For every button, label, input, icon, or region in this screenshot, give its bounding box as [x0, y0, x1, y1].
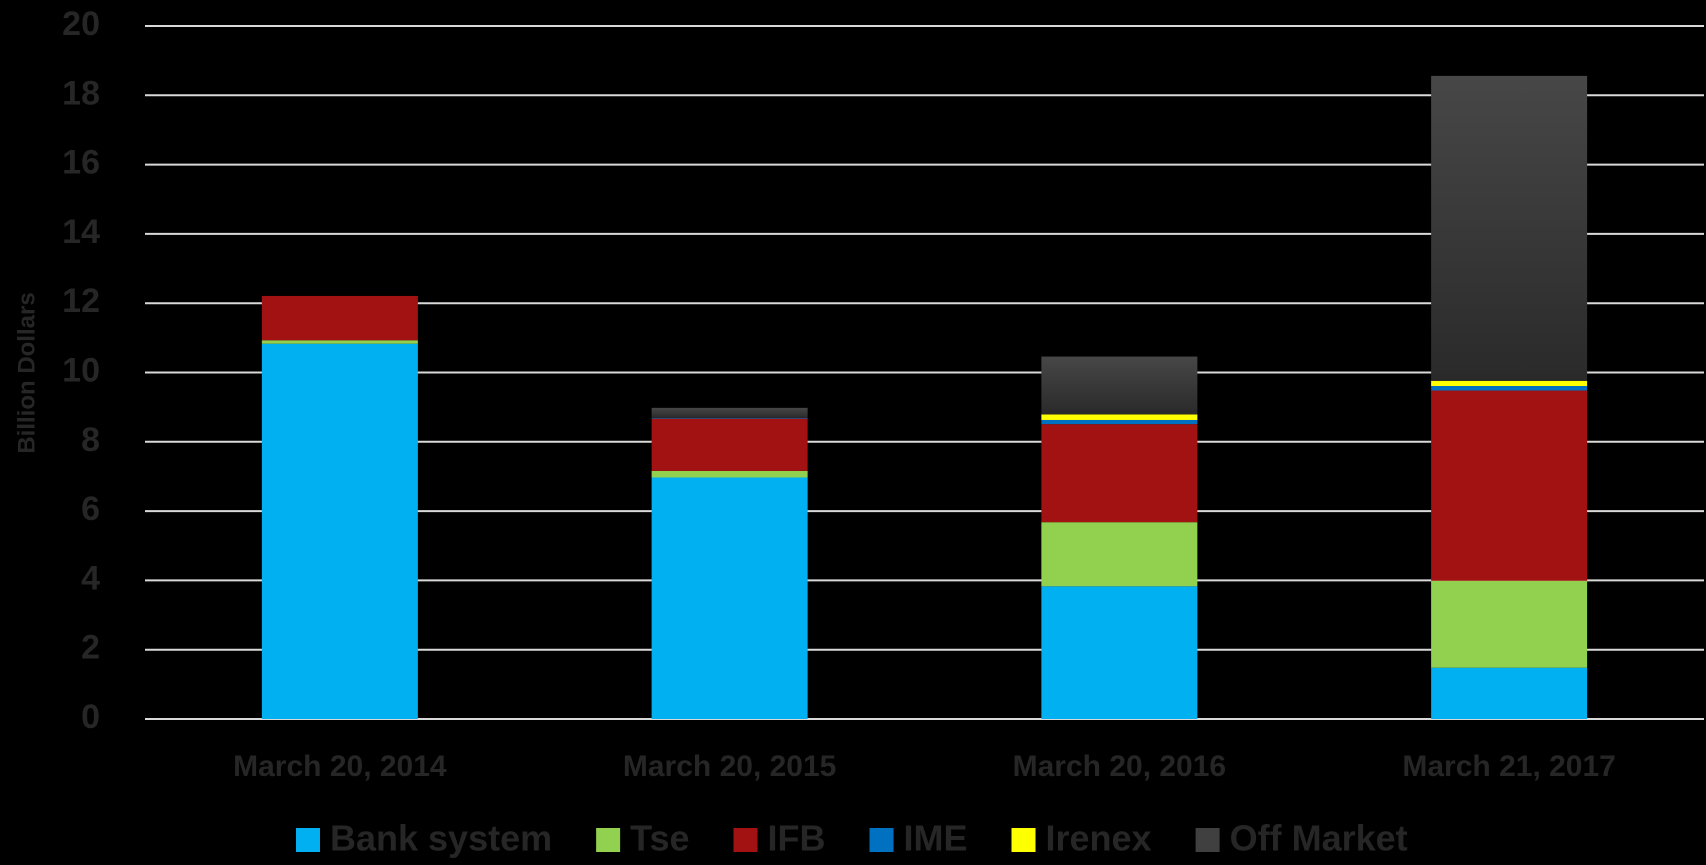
legend-swatch [1011, 828, 1036, 852]
y-tick-label: 0 [81, 698, 100, 736]
x-tick-label: March 20, 2016 [1013, 750, 1226, 783]
bar-segment [1431, 386, 1588, 391]
bar-segment [1041, 414, 1198, 420]
bar-segment [261, 295, 418, 341]
y-tick-label: 14 [62, 213, 100, 251]
legend-swatch [596, 828, 621, 852]
y-tick-label: 12 [62, 282, 100, 320]
y-tick-label: 18 [62, 74, 100, 112]
legend-label: IFB [768, 818, 826, 859]
bar-segment [651, 417, 808, 419]
y-tick-label: 16 [62, 144, 100, 182]
bar-segment [1041, 356, 1198, 415]
legend-swatch [1195, 828, 1220, 852]
bar-segment [261, 340, 418, 344]
y-tick-label: 8 [81, 421, 100, 459]
bar-segment [261, 343, 418, 719]
legend-swatch [733, 828, 758, 852]
x-tick-label: March 20, 2014 [233, 750, 447, 783]
legend-swatch [869, 828, 894, 852]
legend-label: Off Market [1230, 818, 1408, 859]
legend-label: IME [904, 818, 968, 859]
legend-label: Bank system [330, 818, 552, 859]
legend-label: Tse [630, 818, 689, 859]
x-tick-label: March 21, 2017 [1402, 750, 1615, 783]
y-tick-label: 6 [81, 490, 100, 528]
y-tick-label: 4 [81, 559, 100, 597]
bar-segment [1431, 380, 1588, 387]
x-tick-label: March 20, 2015 [623, 750, 836, 783]
y-tick-label: 10 [62, 351, 100, 389]
legend-swatch [296, 828, 320, 852]
bar-segment [1041, 419, 1198, 425]
bar-segment [1431, 667, 1588, 719]
bar-segment [651, 407, 808, 418]
y-axis-label: Billion Dollars [13, 292, 40, 453]
y-tick-label: 20 [62, 5, 100, 43]
bar-segment [651, 470, 808, 478]
bar-segment [1431, 75, 1588, 381]
bar-segment [651, 477, 808, 719]
bar-segment [1041, 522, 1198, 587]
bar-segment [1041, 586, 1198, 719]
bar-segment [1431, 580, 1588, 668]
bar-segment [1041, 424, 1198, 523]
bar-segment [1431, 390, 1588, 581]
bar-segment [651, 418, 808, 471]
legend-label: Irenex [1046, 818, 1152, 859]
y-tick-label: 2 [81, 629, 100, 667]
